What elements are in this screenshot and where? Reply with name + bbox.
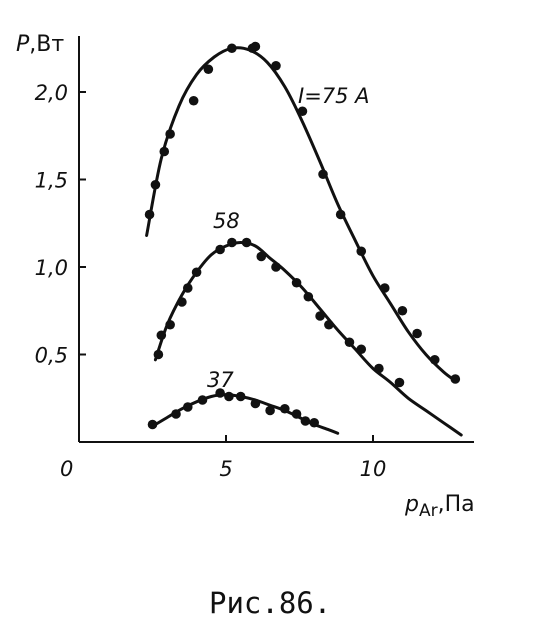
series-layer — [144, 41, 463, 437]
data-point — [356, 246, 367, 257]
axes — [78, 36, 474, 443]
data-point — [188, 95, 199, 106]
data-point — [171, 409, 181, 419]
series-curve — [145, 46, 457, 383]
data-point — [324, 319, 334, 330]
data-point — [215, 388, 225, 398]
data-point — [165, 319, 175, 330]
x-axis-title-subscript: Ar — [419, 501, 438, 521]
data-point — [224, 391, 234, 402]
data-point — [450, 374, 461, 384]
data-point — [182, 283, 193, 293]
series-label-37: 37 — [207, 368, 234, 392]
data-point — [144, 209, 155, 220]
data-point — [318, 169, 328, 180]
y-tick-label: 1,5 — [35, 169, 68, 193]
data-point — [291, 409, 302, 419]
data-point — [309, 417, 320, 428]
data-point — [265, 405, 275, 416]
data-point — [227, 43, 237, 54]
data-point — [156, 330, 167, 341]
data-point — [197, 395, 208, 405]
data-point — [182, 402, 193, 412]
data-point — [147, 419, 158, 430]
y-tick-label: 1,0 — [35, 256, 68, 280]
series-label-58: 58 — [213, 209, 240, 233]
data-point — [153, 349, 164, 360]
origin-label: 0 — [60, 457, 73, 481]
data-point — [394, 377, 405, 388]
y-axis-title-unit: ,Вт — [29, 32, 64, 57]
data-point — [203, 64, 214, 75]
series-1 — [153, 237, 463, 437]
data-point — [271, 60, 281, 71]
data-point — [379, 283, 390, 293]
data-point — [356, 344, 367, 355]
data-point — [374, 363, 384, 374]
data-point — [150, 179, 161, 190]
data-point — [159, 146, 170, 157]
x-tick-label: 5 — [219, 457, 232, 481]
x-axis-title: pAr,Па — [404, 492, 475, 521]
y-tick-label: 0,5 — [35, 344, 68, 368]
series-2 — [147, 388, 340, 435]
y-axis-title-symbol: P — [16, 32, 30, 57]
x-ticks: 5 10 — [219, 435, 386, 481]
y-tick-label: 2,0 — [35, 81, 68, 105]
data-point — [235, 391, 246, 402]
data-point — [191, 267, 202, 278]
data-point — [177, 297, 187, 307]
data-point — [250, 41, 261, 52]
data-point — [397, 305, 408, 316]
data-point — [271, 262, 281, 272]
y-ticks: 0,5 1,0 1,5 2,0 — [35, 81, 86, 368]
data-point — [303, 291, 314, 302]
data-point — [280, 403, 290, 414]
data-point — [227, 237, 237, 248]
data-point — [300, 416, 311, 426]
data-point — [429, 354, 440, 365]
data-point — [335, 209, 346, 220]
y-axis-title: P,Вт — [16, 32, 64, 57]
series-label-75: I=75 A — [298, 84, 370, 108]
data-point — [241, 237, 252, 248]
data-point — [165, 129, 175, 139]
data-point — [297, 106, 308, 117]
series-0 — [144, 41, 461, 384]
data-point — [315, 311, 325, 321]
x-axis-title-unit: ,Па — [438, 492, 475, 517]
data-point — [291, 277, 302, 288]
data-point — [344, 337, 355, 348]
data-point — [412, 328, 422, 339]
figure-caption: Рис.86. — [209, 586, 331, 620]
data-point — [250, 398, 261, 409]
data-point — [215, 244, 225, 255]
data-point — [256, 251, 267, 262]
x-tick-label: 10 — [360, 457, 387, 481]
x-axis-title-symbol: p — [404, 492, 419, 517]
